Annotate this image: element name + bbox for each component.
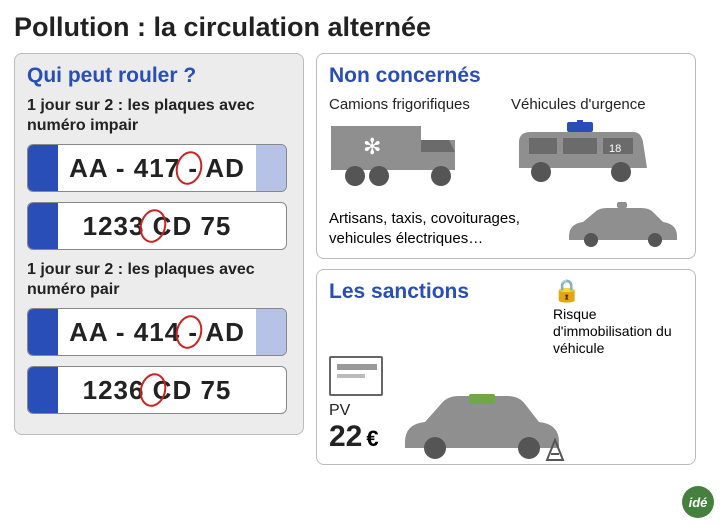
sanction-car-icon bbox=[397, 384, 567, 454]
currency: € bbox=[366, 426, 378, 452]
plate-1-text: AA - 417 - AD bbox=[28, 153, 286, 184]
ticket-icon bbox=[329, 356, 383, 396]
car-icon bbox=[563, 202, 683, 248]
rule-odd: 1 jour sur 2 : les plaques avec numéro i… bbox=[27, 96, 291, 136]
exempt-item-van: Véhicules d'urgence 18 bbox=[511, 96, 683, 190]
left-header: Qui peut rouler ? bbox=[27, 64, 291, 88]
who-can-drive-box: Qui peut rouler ? 1 jour sur 2 : les pla… bbox=[14, 53, 304, 435]
exempt-item-truck: Camions frigorifiques ✻ bbox=[329, 96, 501, 190]
exempt-box: Non concernés Camions frigorifiques bbox=[316, 53, 696, 259]
sanctions-header: Les sanctions bbox=[329, 280, 469, 304]
main-title: Pollution : la circulation alternée bbox=[14, 12, 706, 43]
sanctions-box: Les sanctions 🔒 Risque d'immobilisation … bbox=[316, 269, 696, 465]
plate-3-text: AA - 414 - AD bbox=[28, 317, 286, 348]
svg-text:18: 18 bbox=[609, 143, 621, 155]
van-icon: 18 bbox=[511, 120, 651, 190]
pv-label: PV bbox=[329, 402, 350, 420]
risk-text: Risque d'immobilisation du véhicule bbox=[553, 306, 683, 356]
svg-text:✻: ✻ bbox=[363, 134, 381, 159]
rule-even: 1 jour sur 2 : les plaques avec numéro p… bbox=[27, 260, 291, 300]
truck-icon: ✻ bbox=[329, 120, 479, 190]
exempt-bottom-text: Artisans, taxis, covoiturages, vehicules… bbox=[329, 209, 563, 248]
pv-amount: 22 bbox=[329, 420, 362, 454]
exempt-label-truck: Camions frigorifiques bbox=[329, 96, 470, 114]
plate-3: AA - 414 - AD bbox=[27, 308, 287, 356]
plate-4: 1236 CD 75 bbox=[27, 366, 287, 414]
lock-icon: 🔒 bbox=[553, 278, 580, 304]
plate-2: 1233 CD 75 bbox=[27, 202, 287, 250]
plate-1: AA - 417 - AD bbox=[27, 144, 287, 192]
exempt-header: Non concernés bbox=[329, 64, 683, 88]
logo-ide: idé bbox=[682, 486, 714, 518]
exempt-label-van: Véhicules d'urgence bbox=[511, 96, 646, 114]
